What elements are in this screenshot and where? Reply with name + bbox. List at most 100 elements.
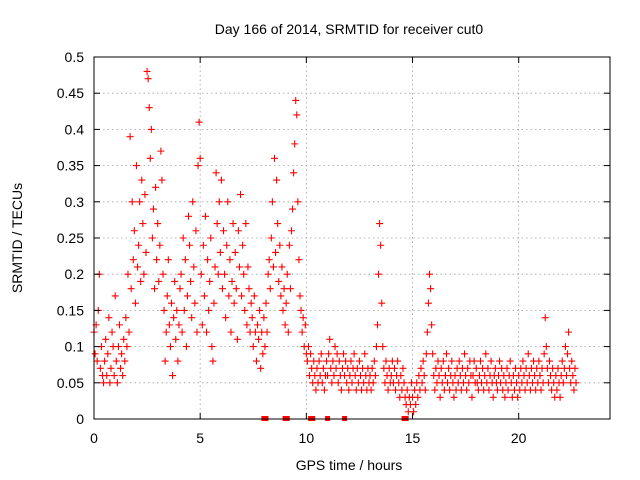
data-point (177, 270, 185, 278)
data-point (426, 270, 434, 278)
data-point (263, 328, 271, 336)
data-point (376, 220, 384, 228)
data-point (265, 256, 273, 264)
data-point (241, 306, 249, 314)
data-point (215, 198, 223, 206)
data-point (319, 364, 327, 372)
data-point (144, 75, 152, 83)
data-point (399, 364, 407, 372)
data-point (334, 379, 342, 387)
x-tick-label: 15 (405, 430, 421, 446)
data-point (230, 299, 238, 307)
data-point (410, 408, 418, 416)
data-point (165, 321, 173, 329)
data-point (114, 343, 122, 351)
data-point (329, 357, 337, 365)
data-point (553, 386, 561, 394)
data-point (222, 314, 230, 322)
data-point (200, 292, 208, 300)
data-point (412, 401, 420, 409)
data-point (142, 248, 150, 256)
y-tick-label: 0.4 (65, 121, 85, 137)
data-point (260, 314, 268, 322)
data-point (256, 306, 264, 314)
data-point (93, 357, 101, 365)
data-point (571, 364, 579, 372)
data-point (115, 321, 123, 329)
data-point (337, 386, 345, 394)
data-point (422, 350, 430, 358)
data-point (361, 350, 369, 358)
data-point (247, 299, 255, 307)
data-point (125, 328, 133, 336)
data-point (220, 227, 228, 235)
data-point (323, 357, 331, 365)
data-point (149, 205, 157, 213)
data-point (209, 357, 217, 365)
y-tick-label: 0.1 (65, 339, 85, 355)
data-point (106, 379, 114, 387)
data-point (210, 299, 218, 307)
data-point (107, 364, 115, 372)
data-point (175, 321, 183, 329)
data-point (249, 343, 257, 351)
data-point (468, 393, 476, 401)
data-point (375, 270, 383, 278)
data-point (554, 364, 562, 372)
data-point (216, 248, 224, 256)
data-point (146, 154, 154, 162)
data-point (328, 379, 336, 387)
data-point (126, 133, 134, 141)
data-point (217, 176, 225, 184)
data-point (545, 357, 553, 365)
data-point (162, 328, 170, 336)
data-point (264, 270, 272, 278)
data-point (184, 212, 192, 220)
data-point (280, 285, 288, 293)
data-point (299, 314, 307, 322)
data-point (166, 343, 174, 351)
data-point (148, 234, 156, 242)
data-point (448, 357, 456, 365)
data-point (261, 343, 269, 351)
data-point (313, 364, 321, 372)
data-point (245, 285, 253, 293)
data-point (201, 212, 209, 220)
data-point (267, 234, 275, 242)
data-point (157, 147, 165, 155)
data-point (303, 357, 311, 365)
data-point (259, 350, 267, 358)
data-point (105, 314, 113, 322)
data-points (90, 67, 580, 416)
data-point (130, 227, 138, 235)
data-point (139, 220, 147, 228)
data-point (272, 248, 280, 256)
data-point (427, 285, 435, 293)
data-point (213, 220, 221, 228)
data-point (159, 270, 167, 278)
data-point (113, 379, 121, 387)
data-point (378, 299, 386, 307)
data-point (204, 256, 212, 264)
data-point (251, 328, 259, 336)
data-point (489, 393, 497, 401)
data-point (289, 205, 297, 213)
x-tick-label: 20 (511, 430, 527, 446)
data-point (564, 350, 572, 358)
data-point (420, 372, 428, 380)
data-point (153, 256, 161, 264)
data-point (195, 118, 203, 126)
data-point (108, 328, 116, 336)
data-point (254, 321, 262, 329)
data-point (283, 270, 291, 278)
data-point (514, 393, 522, 401)
data-point (315, 357, 323, 365)
data-point (485, 386, 493, 394)
data-point (298, 328, 306, 336)
data-point (397, 372, 405, 380)
data-point (325, 350, 333, 358)
data-point (152, 183, 160, 191)
data-point (160, 306, 168, 314)
data-point (164, 256, 172, 264)
